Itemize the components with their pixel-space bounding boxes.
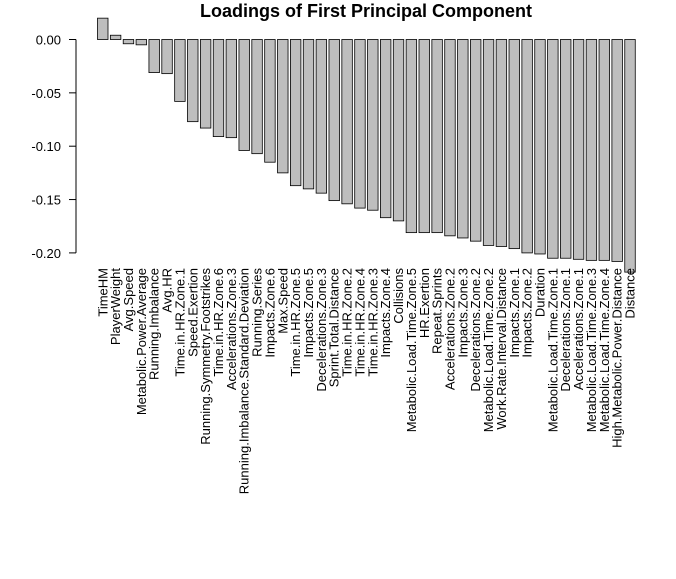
bar xyxy=(431,39,443,234)
bar xyxy=(560,39,572,259)
category-labels: TimeHMPlayerWeightAvg.SpeedMetabolic.Pow… xyxy=(95,268,637,495)
bar xyxy=(251,39,263,155)
bar xyxy=(392,39,405,222)
x-category-label: High.Metabolic.Power.Distance xyxy=(610,268,625,448)
x-category-label: Speed.Exertion xyxy=(185,268,200,357)
bars-group xyxy=(97,17,636,273)
y-tick-label: 0.00 xyxy=(36,33,61,48)
bar xyxy=(598,39,610,261)
x-category-label: Decelerations.Zone.3 xyxy=(314,268,329,392)
bar xyxy=(122,39,135,45)
bar xyxy=(341,39,353,205)
bar xyxy=(611,39,623,262)
x-category-label: Duration xyxy=(532,268,547,317)
x-category-label: Avg.HR xyxy=(160,268,175,313)
bar xyxy=(367,39,379,211)
x-category-label: Metabolic.Power.Average xyxy=(134,268,149,415)
y-tick-label: -0.05 xyxy=(31,86,61,101)
bar xyxy=(277,39,289,174)
bar xyxy=(547,39,559,259)
bar xyxy=(572,39,585,260)
bar xyxy=(109,34,122,40)
bar xyxy=(508,39,520,250)
x-category-label: Accelerations.Zone.3 xyxy=(224,268,239,390)
bar xyxy=(405,39,418,234)
x-category-label: Impacts.Zone.4 xyxy=(378,268,393,358)
bar xyxy=(457,39,469,239)
bar xyxy=(444,39,456,237)
bar xyxy=(212,39,225,137)
x-category-label: Accelerations.Zone.2 xyxy=(442,268,457,390)
y-tick-label: -0.20 xyxy=(31,246,61,261)
x-category-label: Running.Symmetry.Footstrikes xyxy=(198,268,213,445)
x-category-label: Time.in.HR.Zone.5 xyxy=(288,268,303,377)
bar xyxy=(470,39,482,242)
x-category-label: Time.in.HR.Zone.4 xyxy=(352,268,367,377)
bar xyxy=(174,39,186,102)
bar xyxy=(161,39,173,75)
x-category-label: HR.Exertion xyxy=(417,268,432,338)
x-category-label: Max.Speed xyxy=(275,268,290,334)
x-category-label: Metabolic.Load.Time.Zone.5 xyxy=(404,268,419,432)
bar xyxy=(199,39,212,129)
x-category-label: Repeat.Sprints xyxy=(430,268,445,354)
x-category-label: Avg.Speed xyxy=(121,268,136,331)
bar xyxy=(624,39,636,273)
y-tick-label: -0.10 xyxy=(31,139,61,154)
chart-title: Loadings of First Principal Component xyxy=(200,1,532,21)
bar xyxy=(534,39,546,255)
bar xyxy=(380,39,392,219)
bar xyxy=(187,39,199,123)
x-category-label: Metabolic.Load.Time.Zone.3 xyxy=(584,268,599,432)
x-category-label: Accelerations.Zone.1 xyxy=(571,268,586,390)
bar xyxy=(302,39,315,190)
x-category-label: Collisions xyxy=(391,268,406,324)
bar xyxy=(521,39,533,254)
x-category-label: Impacts.Zone.6 xyxy=(262,268,277,358)
bar xyxy=(482,39,495,246)
x-category-label: Impacts.Zone.5 xyxy=(301,268,316,358)
x-category-label: Time.in.HR.Zone.6 xyxy=(211,268,226,377)
bar xyxy=(495,39,508,247)
bar xyxy=(264,39,276,163)
x-category-label: Running.Imbalance xyxy=(147,268,162,380)
x-category-label: PlayerWeight xyxy=(108,268,123,345)
x-category-label: Time.in.HR.Zone.2 xyxy=(340,268,355,377)
bar xyxy=(328,39,340,202)
x-category-label: Work.Rate.Interval.Distance xyxy=(494,268,509,430)
bar xyxy=(238,39,250,151)
x-category-label: Distance xyxy=(623,268,638,319)
x-category-label: Metabolic.Load.Time.Zone.4 xyxy=(597,268,612,432)
x-category-label: TimeHM xyxy=(95,268,110,317)
x-category-label: Sprint.Total.Distance xyxy=(327,268,342,387)
bar xyxy=(289,39,302,187)
bar xyxy=(225,39,238,139)
bar xyxy=(354,39,366,209)
x-category-label: Time.in.HR.Zone.1 xyxy=(172,268,187,377)
x-category-label: Decelerations.Zone.1 xyxy=(558,268,573,392)
x-category-label: Running.Imbalance.Standard.Deviation xyxy=(237,268,252,494)
bar xyxy=(148,39,160,73)
x-category-label: Impacts.Zone.2 xyxy=(520,268,535,358)
x-category-label: Impacts.Zone.3 xyxy=(455,268,470,358)
bar xyxy=(315,39,328,194)
x-category-label: Impacts.Zone.1 xyxy=(507,268,522,358)
y-tick-label: -0.15 xyxy=(31,193,61,208)
bar xyxy=(97,17,109,40)
bar xyxy=(135,39,147,46)
bar xyxy=(418,39,430,234)
x-category-label: Decelerations.Zone.2 xyxy=(468,268,483,392)
y-axis: 0.00 -0.05 -0.10 -0.15 -0.20 xyxy=(31,33,77,261)
x-category-label: Metabolic.Load.Time.Zone.1 xyxy=(545,268,560,432)
bar xyxy=(585,39,598,261)
x-category-label: Time.in.HR.Zone.3 xyxy=(365,268,380,377)
x-category-label: Running.Series xyxy=(250,268,265,357)
x-category-label: Metabolic.Load.Time.Zone.2 xyxy=(481,268,496,432)
